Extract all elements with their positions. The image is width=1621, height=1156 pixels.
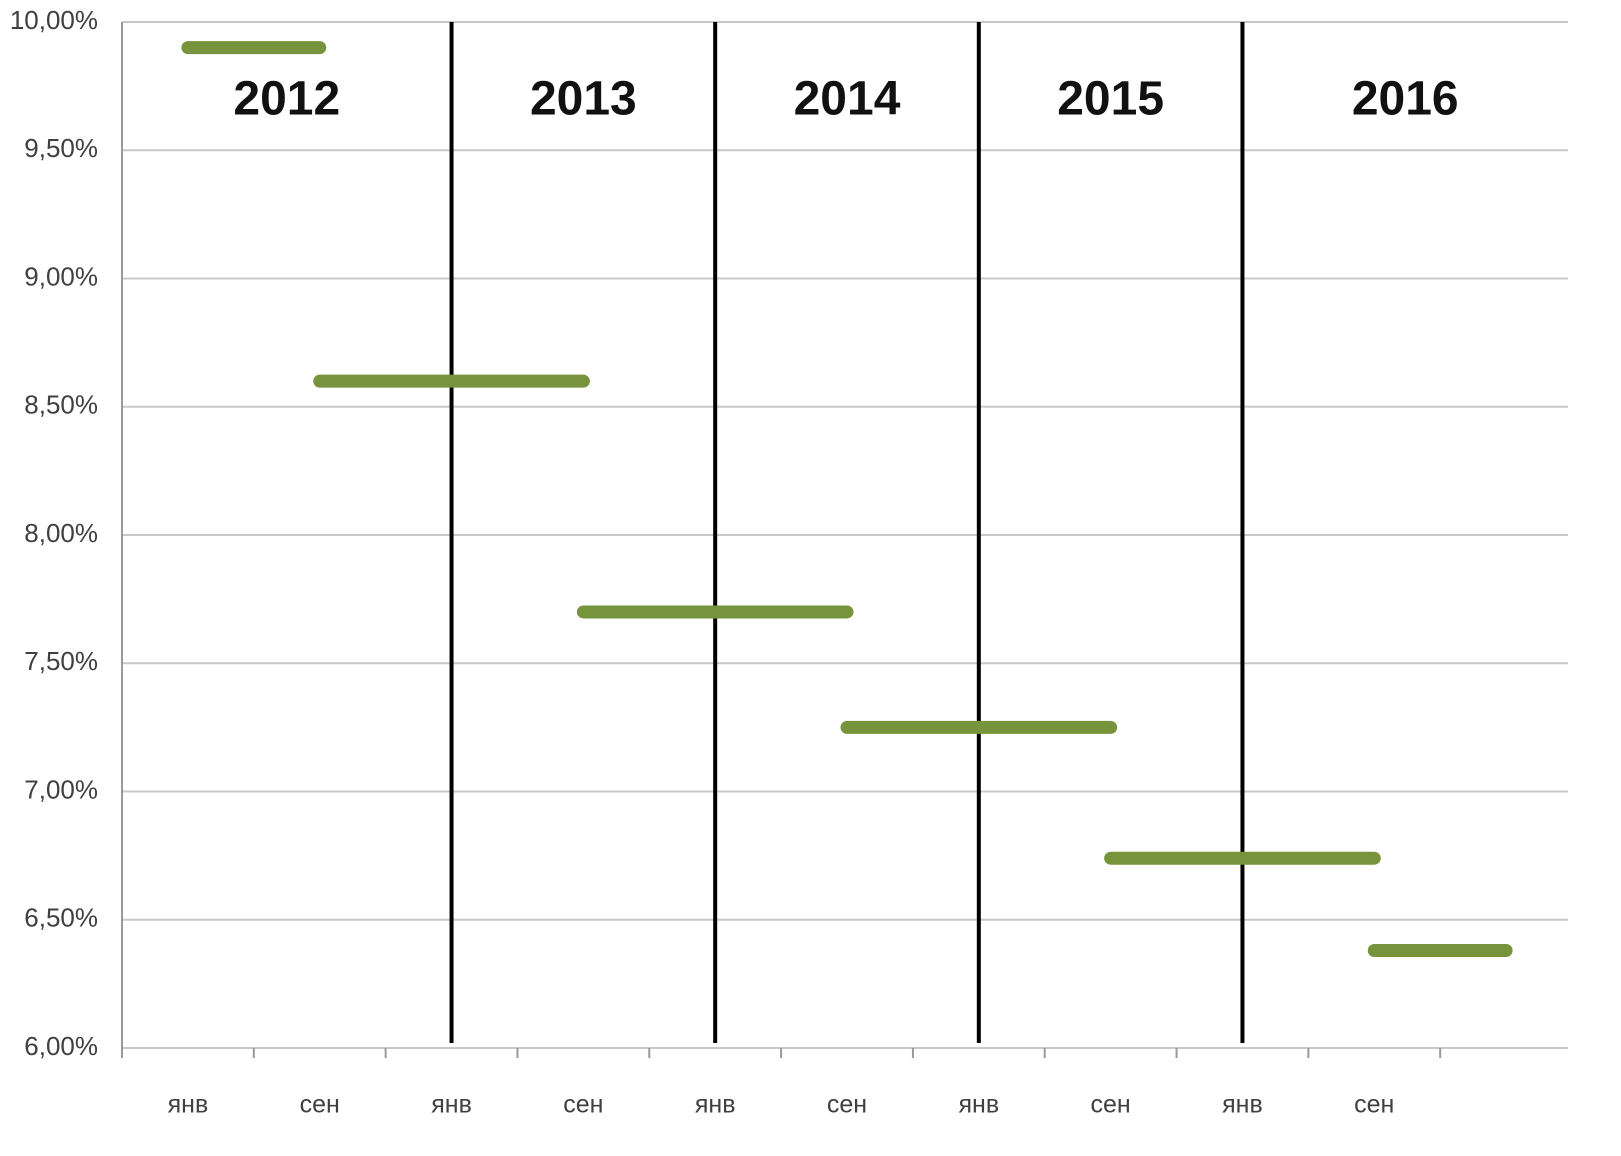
y-tick-label: 9,50%: [24, 133, 98, 163]
x-tick-label: сен: [1354, 1091, 1394, 1119]
y-tick-label: 6,50%: [24, 903, 98, 933]
y-tick-label: 7,00%: [24, 774, 98, 804]
year-label: 2014: [794, 73, 901, 126]
x-tick-label: янв: [431, 1091, 472, 1119]
x-tick-label: янв: [959, 1091, 1000, 1119]
x-tick-label: сен: [300, 1091, 340, 1119]
x-tick-label: янв: [1222, 1091, 1263, 1119]
year-label: 2015: [1057, 73, 1164, 126]
x-tick-label: сен: [1091, 1091, 1131, 1119]
x-tick-label: сен: [827, 1091, 867, 1119]
y-tick-label: 10,00%: [10, 5, 98, 35]
y-tick-label: 9,00%: [24, 261, 98, 291]
year-label: 2012: [233, 73, 340, 126]
y-tick-label: 8,50%: [24, 390, 98, 420]
year-label: 2013: [530, 73, 637, 126]
y-tick-label: 6,00%: [24, 1031, 98, 1061]
y-tick-label: 8,00%: [24, 518, 98, 548]
x-tick-label: сен: [563, 1091, 603, 1119]
x-tick-label: янв: [695, 1091, 736, 1119]
y-tick-label: 7,50%: [24, 646, 98, 676]
x-tick-label: янв: [168, 1091, 209, 1119]
year-label: 2016: [1352, 73, 1459, 126]
